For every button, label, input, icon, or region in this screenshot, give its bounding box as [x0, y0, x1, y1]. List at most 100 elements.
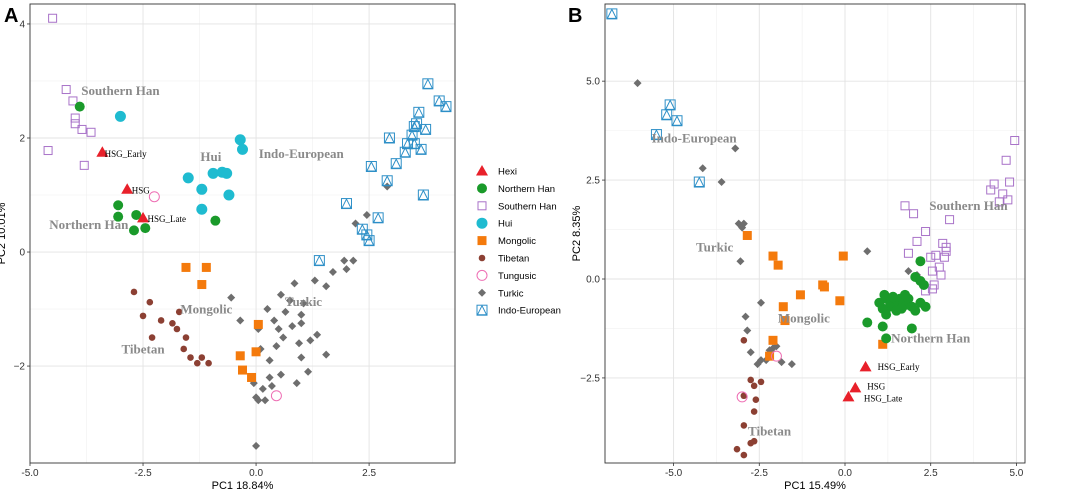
- point-mongolic: [197, 280, 207, 290]
- point-label-hsg-early: HSG_Early: [878, 362, 920, 372]
- point-southern-han: [86, 127, 96, 137]
- x-tick-label: -5.0: [665, 468, 683, 479]
- point-southern-han: [936, 270, 946, 280]
- group-label-turkic: Turkic: [696, 239, 733, 254]
- point-northern-han: [906, 323, 917, 334]
- point-indo-european: [411, 118, 423, 130]
- point-indo-european: [399, 146, 411, 158]
- group-label-northern-han: Northern Han: [49, 217, 129, 232]
- group-label-tibetan: Tibetan: [748, 423, 792, 438]
- point-turkic: [306, 336, 315, 345]
- point-label-hsg-late: HSG_Late: [148, 214, 187, 224]
- point-tibetan: [193, 359, 201, 367]
- group-label-hui: Hui: [200, 149, 221, 164]
- group-label-indo-european: Indo-European: [259, 146, 345, 161]
- point-indo-european: [406, 129, 418, 141]
- point-turkic: [258, 384, 267, 393]
- point-indo-european: [671, 115, 683, 127]
- point-turkic: [274, 325, 283, 334]
- y-tick-label: −2.5: [580, 373, 600, 384]
- legend-label: Tibetan: [498, 254, 529, 265]
- point-tungusic: [736, 391, 748, 403]
- point-mongolic: [251, 347, 261, 357]
- group-label-mongolic: Mongolic: [180, 302, 232, 317]
- point-northern-han: [210, 215, 221, 226]
- group-label-turkic: Turkic: [285, 294, 322, 309]
- legend-key-hui: [476, 217, 488, 229]
- panel-letter: B: [568, 5, 582, 27]
- point-tibetan: [187, 354, 194, 361]
- point-southern-han: [900, 201, 910, 211]
- point-indo-european: [417, 189, 429, 201]
- point-mongolic: [780, 316, 790, 326]
- point-turkic: [904, 267, 913, 276]
- legend-key-indo-european: [476, 304, 488, 316]
- point-tibetan: [180, 345, 188, 353]
- y-axis-title: PC2 8.35%: [571, 205, 583, 261]
- point-mongolic: [768, 335, 778, 345]
- point-indo-european: [422, 78, 434, 90]
- point-turkic: [743, 326, 752, 335]
- point-hui: [207, 167, 219, 179]
- point-tibetan: [750, 382, 758, 390]
- legend-item-tungusic: Tungusic: [476, 269, 536, 282]
- point-southern-han: [994, 197, 1004, 207]
- point-tungusic: [770, 350, 782, 362]
- point-turkic: [787, 360, 796, 369]
- point-tibetan: [173, 325, 181, 333]
- legend-key-hexi: [476, 165, 488, 176]
- point-southern-han: [903, 248, 913, 258]
- point-indo-european: [661, 109, 673, 121]
- point-indo-european: [365, 160, 377, 173]
- point-tibetan: [146, 298, 154, 306]
- data-points: [606, 8, 1020, 459]
- y-axis-title: PC2 10.01%: [0, 202, 8, 264]
- point-southern-han: [909, 209, 919, 219]
- y-tick-label: 0.0: [586, 275, 600, 286]
- point-turkic: [328, 267, 337, 276]
- point-turkic: [276, 370, 285, 379]
- point-mongolic: [181, 262, 191, 272]
- point-southern-han: [989, 179, 999, 189]
- point-indo-european: [363, 235, 375, 247]
- legend-key-turkic: [478, 288, 486, 297]
- point-northern-han: [881, 309, 892, 320]
- point-tibetan: [750, 437, 758, 445]
- point-turkic: [322, 350, 331, 359]
- point-mongolic: [765, 351, 775, 361]
- x-axis-title: PC1 18.84%: [212, 480, 274, 490]
- point-mongolic: [838, 251, 848, 261]
- point-tibetan: [175, 308, 183, 316]
- point-turkic: [261, 396, 270, 405]
- legend-key-tibetan: [478, 254, 486, 262]
- point-hexi: [859, 360, 872, 372]
- legend-key-southern-han: [477, 201, 487, 211]
- panel-letter: A: [4, 5, 18, 27]
- grid: [605, 4, 1025, 463]
- y-tick-label: 0: [19, 248, 25, 259]
- point-turkic: [295, 339, 304, 348]
- point-tibetan: [148, 334, 156, 341]
- point-northern-han: [910, 305, 921, 316]
- point-indo-european: [650, 128, 662, 141]
- point-southern-han: [43, 146, 53, 156]
- point-indo-european: [372, 212, 384, 224]
- point-hui: [237, 143, 248, 155]
- point-turkic: [299, 299, 308, 308]
- x-tick-label: 0.0: [838, 468, 852, 479]
- point-indo-european: [433, 95, 445, 107]
- point-turkic: [863, 247, 872, 256]
- point-label-hsg: HSG: [867, 382, 886, 392]
- point-southern-han: [1001, 155, 1011, 165]
- point-indo-european: [693, 176, 705, 188]
- legend-item-northern-han: Northern Han: [477, 183, 555, 195]
- point-southern-han: [1003, 195, 1013, 205]
- point-turkic: [304, 367, 313, 376]
- point-tibetan: [740, 392, 748, 400]
- point-indo-european: [415, 143, 427, 155]
- legend-key-northern-han: [477, 183, 487, 194]
- panel-a: A -5.0 -2.5 0.0 2.5 −2 0 2 4 PC1 18.84% PC2 10.01%…: [0, 3, 456, 490]
- point-turkic: [340, 256, 349, 265]
- y-tick-label: −2: [14, 362, 26, 373]
- point-turkic: [736, 257, 745, 266]
